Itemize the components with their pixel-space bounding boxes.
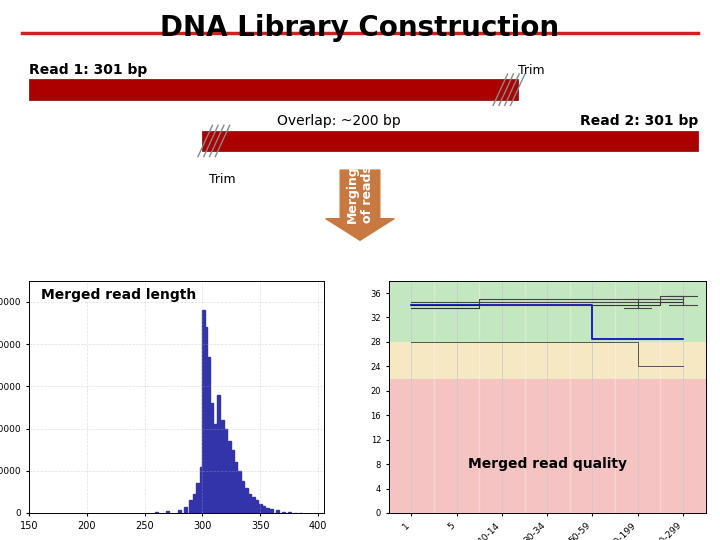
FancyBboxPatch shape bbox=[29, 79, 518, 100]
Bar bbox=[259, 503, 262, 513]
Bar bbox=[256, 501, 258, 513]
Bar bbox=[660, 281, 706, 513]
Bar bbox=[389, 281, 434, 513]
Bar bbox=[217, 395, 220, 513]
Text: Read 1: 301 bp: Read 1: 301 bp bbox=[29, 63, 147, 77]
Bar bbox=[615, 281, 660, 513]
Bar bbox=[197, 483, 199, 513]
Bar bbox=[282, 511, 285, 513]
Bar bbox=[189, 501, 192, 513]
Bar bbox=[434, 281, 480, 513]
Text: Overlap: ~200 bp: Overlap: ~200 bp bbox=[276, 114, 400, 128]
Text: DNA Library Construction: DNA Library Construction bbox=[161, 14, 559, 42]
Text: Merging
of reads: Merging of reads bbox=[346, 166, 374, 223]
Text: Merged read length: Merged read length bbox=[40, 288, 196, 302]
Bar bbox=[166, 511, 169, 513]
Bar bbox=[570, 281, 615, 513]
Bar bbox=[241, 481, 244, 513]
Bar bbox=[178, 510, 181, 513]
Bar bbox=[389, 281, 706, 342]
Bar bbox=[288, 512, 291, 513]
FancyArrow shape bbox=[325, 170, 395, 240]
Bar bbox=[389, 342, 706, 379]
Text: Trim: Trim bbox=[209, 173, 235, 186]
Text: Merged read quality: Merged read quality bbox=[468, 457, 626, 471]
Bar bbox=[193, 494, 196, 513]
Bar bbox=[200, 467, 203, 513]
Bar bbox=[184, 507, 186, 513]
Bar bbox=[231, 450, 234, 513]
Bar bbox=[235, 462, 238, 513]
Bar bbox=[224, 429, 227, 513]
Text: Read 2: 301 bp: Read 2: 301 bp bbox=[580, 114, 698, 128]
Bar bbox=[228, 441, 230, 513]
Bar bbox=[266, 508, 269, 513]
Bar bbox=[389, 379, 706, 513]
Bar bbox=[214, 424, 217, 513]
Bar bbox=[480, 281, 525, 513]
Bar bbox=[271, 509, 274, 513]
Bar bbox=[155, 512, 158, 513]
Bar bbox=[525, 281, 570, 513]
Bar bbox=[210, 403, 213, 513]
Bar bbox=[276, 510, 279, 513]
Bar bbox=[204, 327, 207, 513]
Bar bbox=[202, 310, 205, 513]
FancyBboxPatch shape bbox=[202, 131, 698, 151]
Bar bbox=[207, 357, 210, 513]
Bar bbox=[238, 471, 241, 513]
Text: Trim: Trim bbox=[518, 64, 545, 77]
Bar bbox=[245, 488, 248, 513]
Bar bbox=[262, 505, 265, 513]
Bar bbox=[252, 497, 255, 513]
Bar bbox=[248, 494, 251, 513]
Bar bbox=[220, 420, 224, 513]
